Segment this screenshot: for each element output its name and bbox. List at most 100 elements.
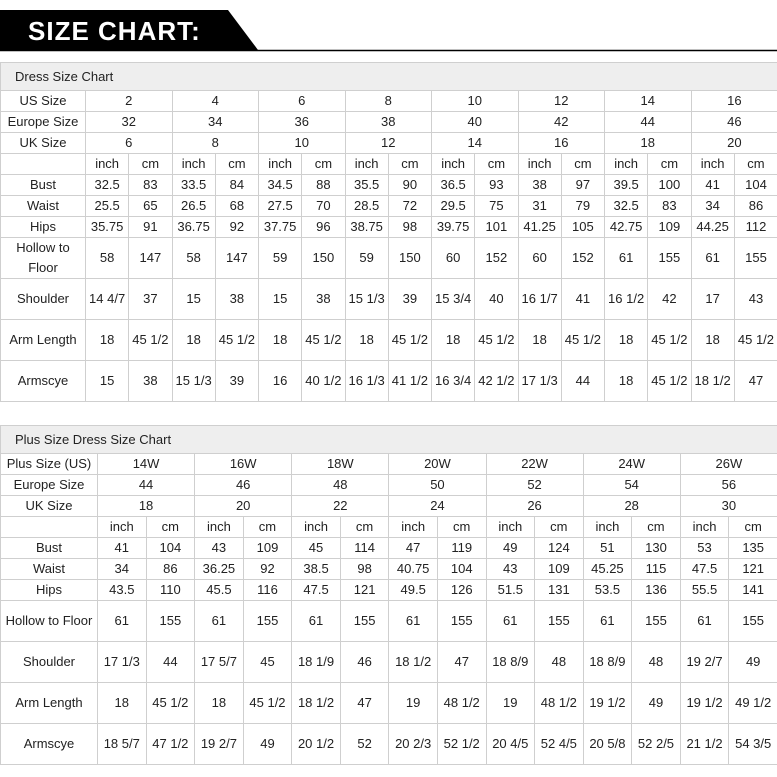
measure-cell: 104 [145,537,196,559]
size-cell: 46 [194,474,293,496]
measure-cell: 92 [214,216,260,238]
measure-cell: 18 [194,682,244,724]
measure-cell: 52 [339,723,390,765]
measure-cell: 116 [242,579,293,601]
row-label: Arm Length [0,319,86,361]
size-cell: 54 [582,474,681,496]
row-label: Waist [0,195,86,217]
size-cell: 30 [679,495,777,517]
row-label: Armscye [0,723,98,765]
measure-cell: 19 1/2 [679,682,730,724]
row-label: Armscye [0,360,86,402]
title-row: Dress Size Chart [0,62,777,91]
measure-cell: 18 [257,319,303,361]
size-cell: 26W [679,453,777,475]
measure-cell: 26.5 [171,195,216,217]
measure-cell: 16 1/2 [603,278,649,320]
measure-cell: 20 4/5 [485,723,536,765]
measure-cell: 15 [171,278,216,320]
measure-cell: 135 [728,537,777,559]
size-cell: 44 [96,474,196,496]
measure-cell: 18 [603,319,649,361]
measure-cell: 155 [534,600,584,642]
size-cell: 42 [517,111,605,133]
measure-cell: 39 [214,360,260,402]
measure-cell: 110 [145,579,196,601]
measure-cell: 48 1/2 [436,682,487,724]
size-cell: 12 [517,90,605,112]
measure-cell: 18 8/9 [582,641,633,683]
size-cell: 40 [431,111,519,133]
measure-cell: 38 [128,360,173,402]
measure-cell: 51 [582,537,633,559]
measure-cell: 45 1/2 [647,360,692,402]
measure-cell: 93 [474,174,519,196]
unit-cell: cm [242,516,293,538]
measure-cell: 19 2/7 [679,641,730,683]
measure-cell: 45 1/2 [647,319,692,361]
measure-cell: 155 [145,600,196,642]
measure-cell: 34 [97,558,147,580]
measure-cell: 18 1/2 [388,641,438,683]
measure-cell: 42 [647,278,692,320]
measure-cell: 38 [301,278,346,320]
measure-cell: 25.5 [84,195,130,217]
measure-row: Hollow to Floor 58 147 58 147 59 150 59 150 60 152… [0,237,777,279]
measure-cell: 58 [171,237,216,279]
measure-cell: 41 [97,537,147,559]
measure-cell: 17 [690,278,735,320]
measure-cell: 101 [474,216,519,238]
measure-cell: 59 [257,237,303,279]
measure-cell: 19 1/2 [582,682,633,724]
row-label: Hips [0,216,86,238]
size-cell: 14W [96,453,196,475]
size-cell: 16W [194,453,293,475]
measure-cell: 130 [631,537,681,559]
measure-cell: 60 [517,237,562,279]
measure-cell: 38.75 [344,216,389,238]
measure-cell: 150 [301,237,346,279]
size-cell: 22W [485,453,584,475]
size-row: US Size 2 4 6 8 10 12 14 16 [0,90,777,112]
size-cell: 20 [690,132,777,154]
measure-cell: 48 [631,641,681,683]
size-cell: 8 [171,132,259,154]
measure-cell: 38 [214,278,260,320]
size-cell: 16 [517,132,605,154]
measure-cell: 131 [534,579,584,601]
measure-cell: 36.75 [171,216,216,238]
measure-cell: 150 [387,237,433,279]
unit-cell: inch [679,516,730,538]
size-cell: 16 [690,90,777,112]
unit-cell: cm [145,516,196,538]
measure-cell: 152 [474,237,519,279]
measure-cell: 15 [257,278,303,320]
measure-cell: 46 [339,641,390,683]
measure-cell: 72 [387,195,433,217]
measure-cell: 61 [603,237,649,279]
measure-cell: 68 [214,195,260,217]
measure-cell: 136 [631,579,681,601]
measure-cell: 39 [387,278,433,320]
measure-cell: 86 [145,558,196,580]
measure-cell: 49 1/2 [728,682,777,724]
measure-cell: 41 [690,174,735,196]
measure-cell: 47 [339,682,390,724]
unit-cell: cm [534,516,584,538]
size-cell: 36 [258,111,346,133]
measure-row: Armscye 15 38 15 1/3 39 16 40 1/2 16 1/3 41 1/2 1… [0,360,777,402]
measure-cell: 39.75 [430,216,476,238]
measure-cell: 18 5/7 [97,723,147,765]
size-cell: 34 [171,111,259,133]
size-cell: 18 [96,495,196,517]
measure-cell: 53 [679,537,730,559]
row-label: Waist [0,558,98,580]
measure-cell: 47 [733,360,777,402]
unit-cell: inch [430,153,476,175]
measure-cell: 47 1/2 [145,723,196,765]
measure-cell: 45 [291,537,341,559]
measure-cell: 45 1/2 [301,319,346,361]
measure-row: Arm Length 18 45 1/2 18 45 1/2 18 45 1/2 18 45 1… [0,319,777,361]
unit-cell: inch [485,516,536,538]
row-label: UK Size [0,132,86,154]
